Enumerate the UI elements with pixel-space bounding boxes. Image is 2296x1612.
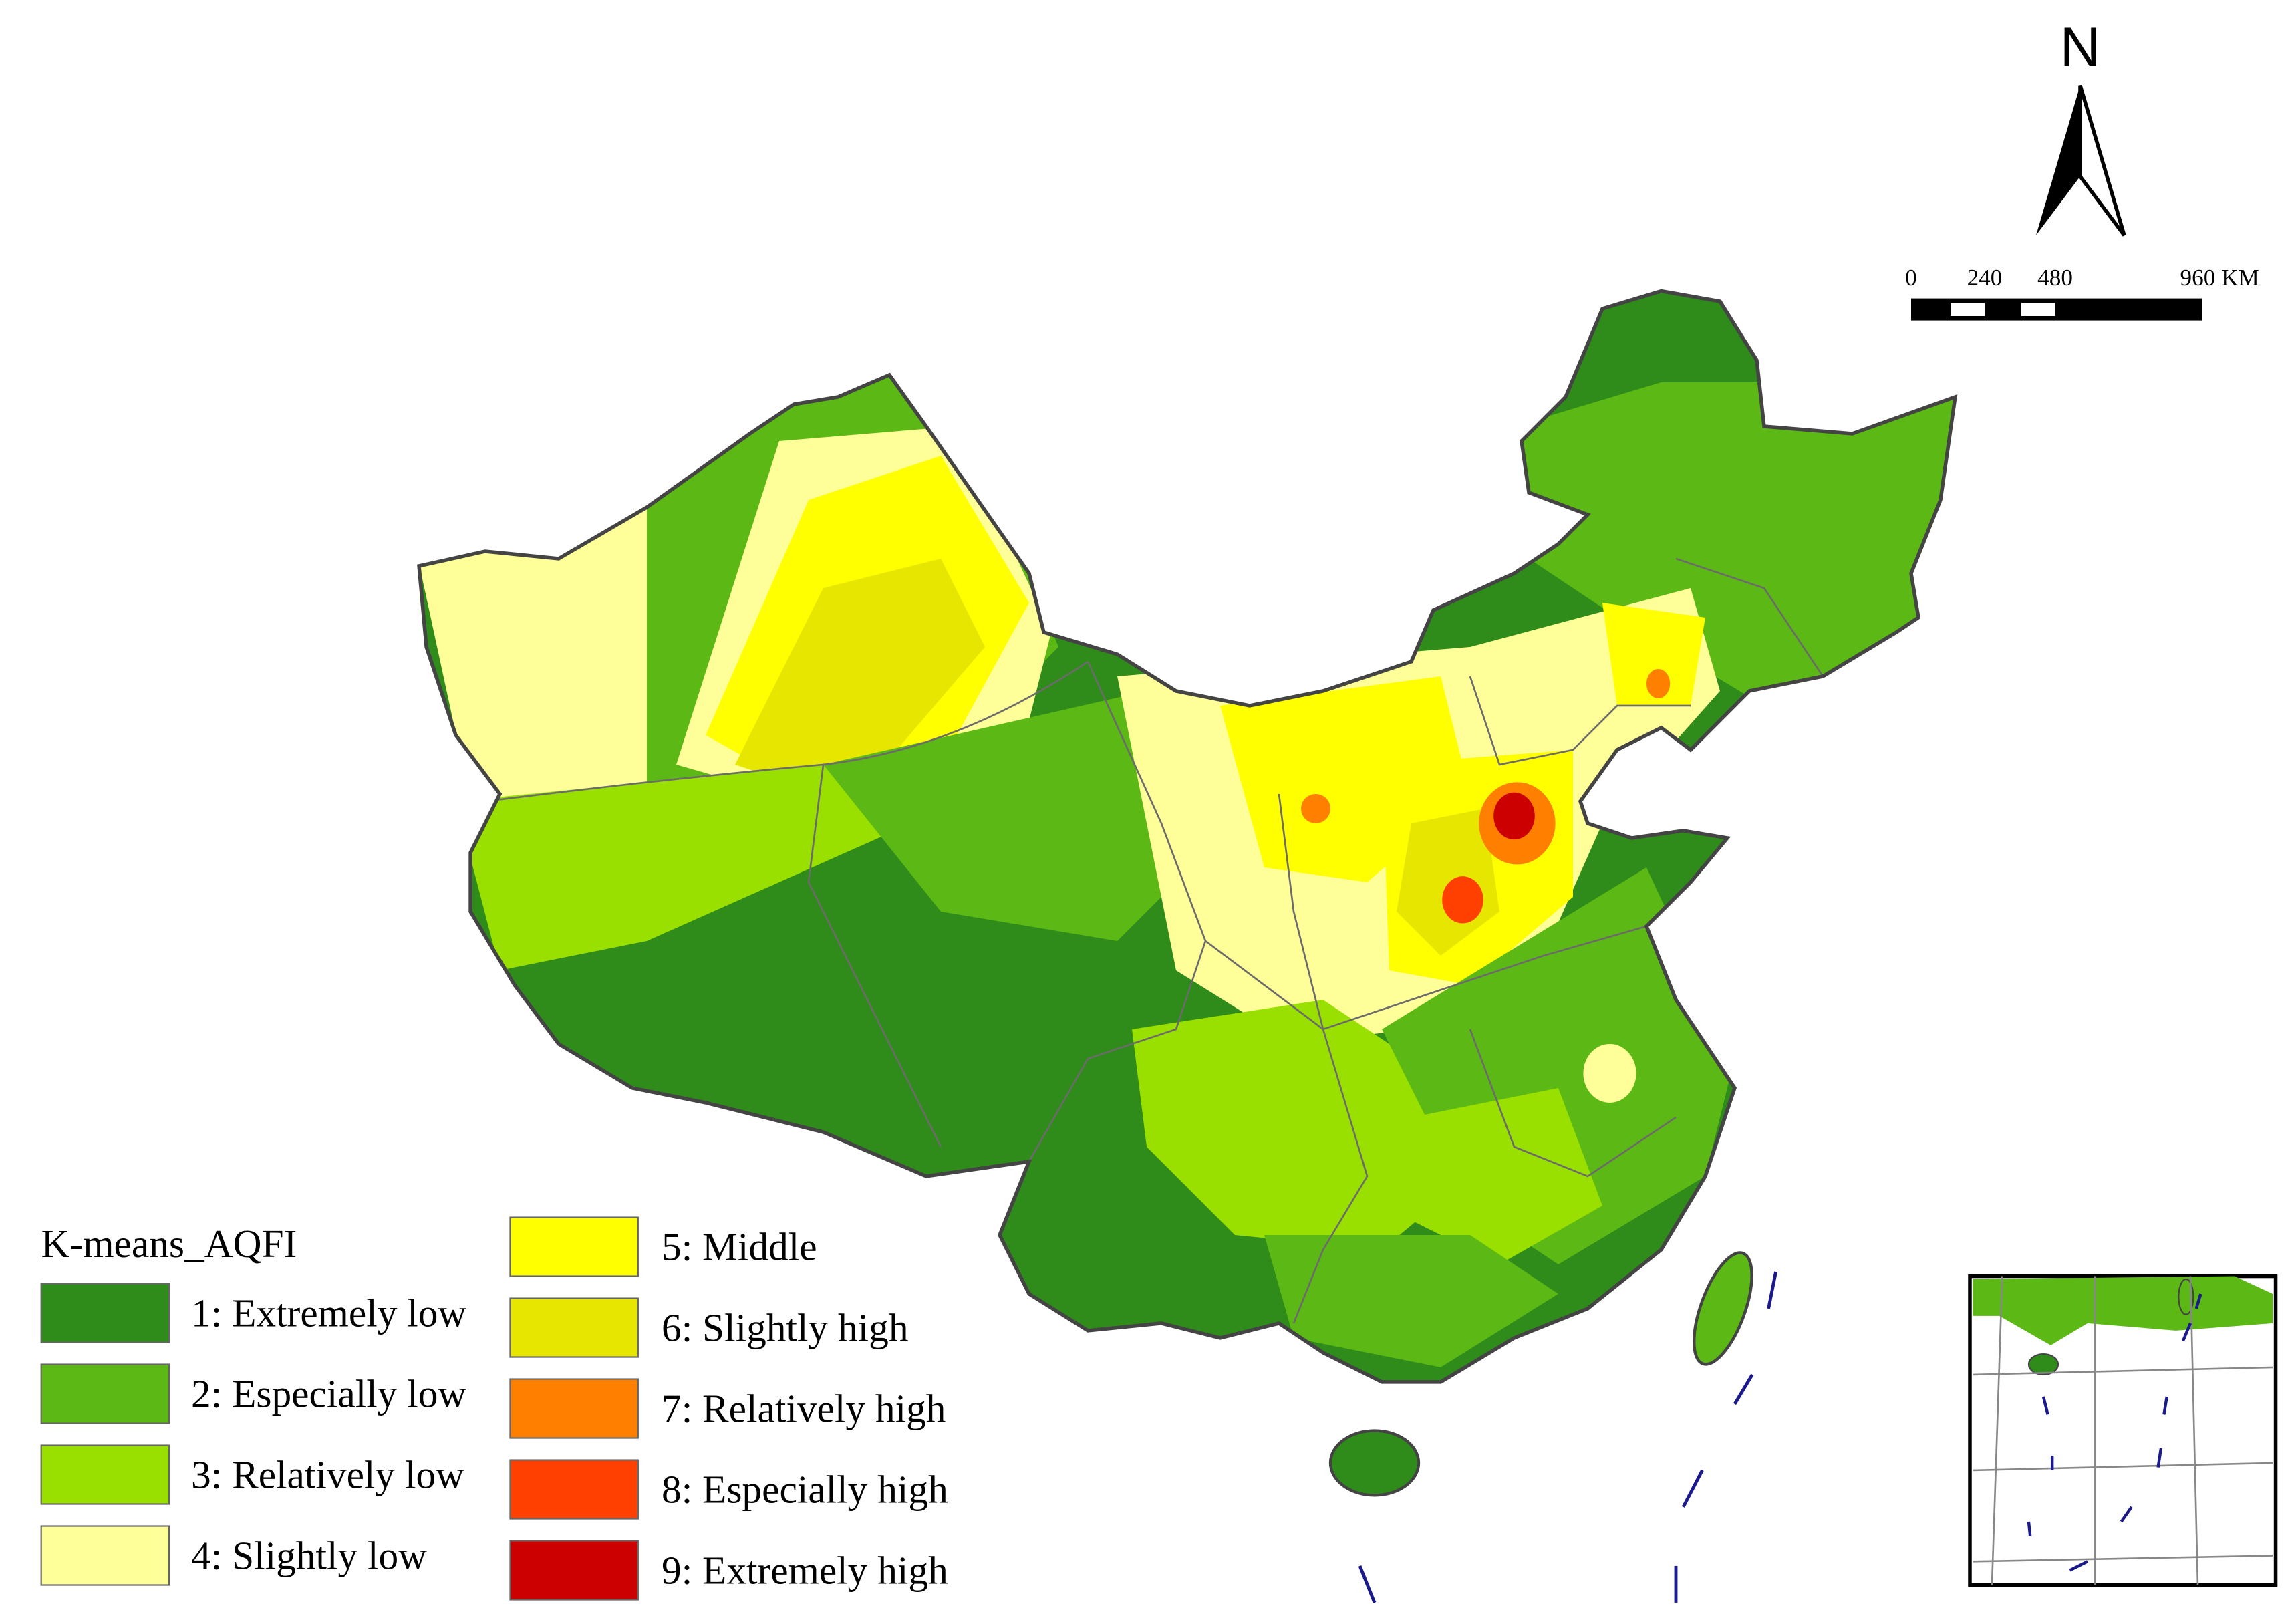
legend-label: 5: Middle bbox=[662, 1224, 817, 1268]
legend-swatch bbox=[509, 1297, 639, 1358]
scale-bar: 0 240 480 960 KM bbox=[1905, 265, 2259, 321]
legend-label: 6: Slightly high bbox=[662, 1305, 908, 1349]
legend-label: 1: Extremely low bbox=[191, 1291, 466, 1335]
legend-swatch bbox=[509, 1378, 639, 1439]
legend-swatch bbox=[509, 1216, 639, 1277]
scale-label: 960 KM bbox=[2180, 265, 2259, 291]
legend-swatch bbox=[40, 1444, 170, 1505]
legend-swatch bbox=[40, 1283, 170, 1343]
legend-label: 2: Especially low bbox=[191, 1371, 466, 1416]
legend-label: 3: Relatively low bbox=[191, 1452, 464, 1496]
sea-boundary bbox=[1358, 1271, 1777, 1603]
scale-label: 240 bbox=[1967, 265, 2003, 291]
legend-label: 4: Slightly low bbox=[191, 1533, 427, 1577]
north-arrow: N bbox=[2035, 15, 2126, 237]
inset-map bbox=[1968, 1274, 2278, 1587]
legend: K-means_AQFI 1: Extremely low 2: Especial… bbox=[40, 1216, 948, 1601]
legend-swatch bbox=[40, 1525, 170, 1586]
scale-label: 480 bbox=[2037, 265, 2073, 291]
legend-label: 7: Relatively high bbox=[662, 1386, 946, 1430]
legend-label: 8: Especially high bbox=[662, 1467, 948, 1511]
north-label: N bbox=[2060, 15, 2100, 78]
legend-swatch bbox=[509, 1540, 639, 1601]
legend-swatch bbox=[40, 1363, 170, 1424]
legend-label: 9: Extremely high bbox=[662, 1548, 948, 1592]
legend-swatch bbox=[509, 1459, 639, 1520]
scale-label: 0 bbox=[1905, 265, 1917, 291]
legend-title: K-means_AQFI bbox=[41, 1222, 297, 1266]
